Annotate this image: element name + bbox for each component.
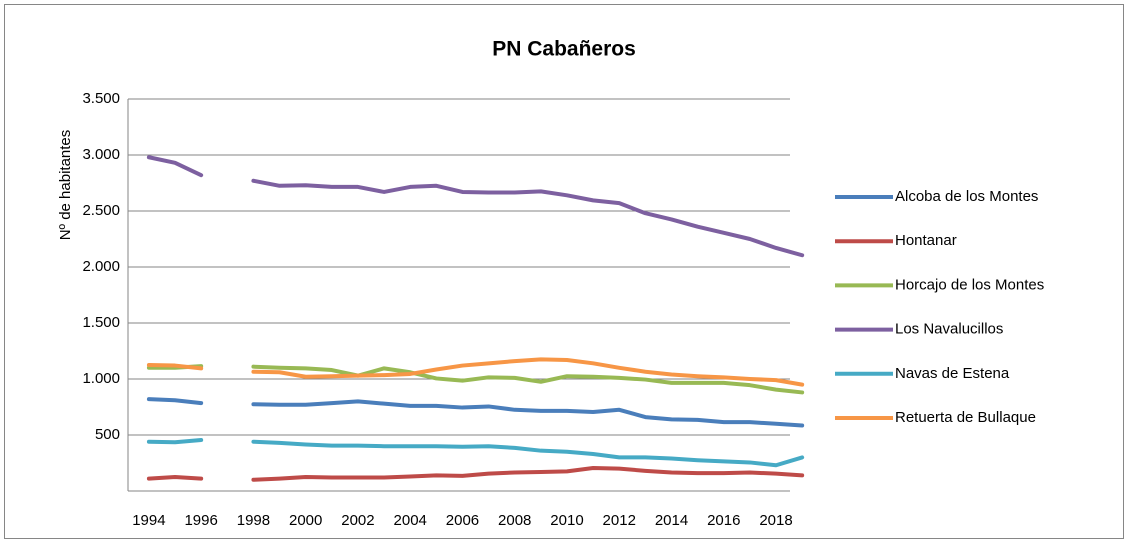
chart-title: PN Cabañeros: [492, 38, 636, 61]
y-tick-label: 2.000: [82, 258, 120, 275]
y-tick-label: 3.500: [82, 90, 120, 107]
x-tick-label: 2012: [603, 512, 636, 529]
x-tick-label: 2004: [394, 512, 427, 529]
x-tick-label: 2002: [341, 512, 374, 529]
legend-label: Hontanar: [895, 232, 957, 249]
x-tick-label: 2008: [498, 512, 531, 529]
series-line: [146, 466, 805, 482]
x-tick-label: 1998: [237, 512, 270, 529]
y-tick-label: 1.000: [82, 370, 120, 387]
x-tick-label: 2016: [707, 512, 740, 529]
x-tick-label: 2018: [759, 512, 792, 529]
chart-frame: [4, 4, 1124, 539]
x-tick-label: 2010: [550, 512, 583, 529]
x-tick-label: 1996: [184, 512, 217, 529]
y-tick-label: 1.500: [82, 314, 120, 331]
legend-label: Alcoba de los Montes: [895, 188, 1038, 205]
series-line: [146, 438, 805, 468]
x-tick-label: 2006: [446, 512, 479, 529]
x-tick-label: 2000: [289, 512, 322, 529]
legend-label: Navas de Estena: [895, 365, 1010, 382]
y-axis-label: Nº de habitantes: [57, 130, 74, 241]
series-line: [146, 397, 805, 428]
legend-label: Horcajo de los Montes: [895, 276, 1044, 293]
legend-label: Retuerta de Bullaque: [895, 409, 1036, 426]
y-tick-label: 500: [95, 426, 120, 443]
y-tick-label: 2.500: [82, 202, 120, 219]
legend-label: Los Navalucillos: [895, 321, 1003, 338]
y-tick-label: 3.000: [82, 146, 120, 163]
series-line: [146, 155, 805, 258]
x-tick-label: 2014: [655, 512, 688, 529]
series-line: [146, 357, 805, 387]
x-tick-label: 1994: [132, 512, 165, 529]
